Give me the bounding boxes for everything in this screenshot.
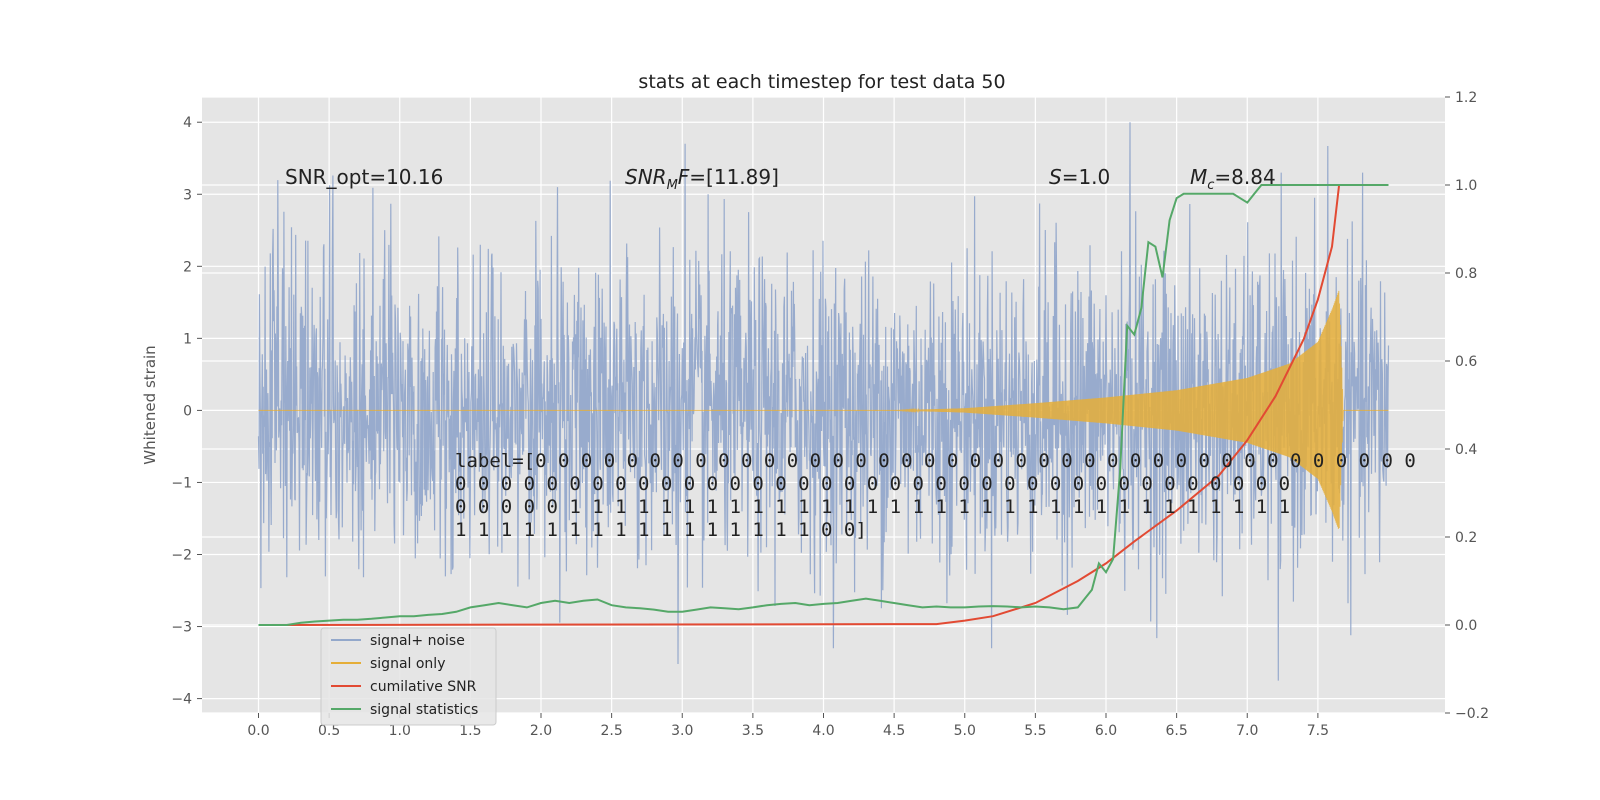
- x-tick-label: 7.5: [1307, 723, 1329, 739]
- y-tick-label: −4: [171, 692, 192, 708]
- y2-tick-label: −0.2: [1455, 706, 1489, 722]
- annotation-snr-mf: SNRMF=[11.89]: [625, 165, 779, 193]
- label-line-4: 1 1 1 1 1 1 1 1 1 1 1 1 1 1 1 1 0 0]: [455, 519, 867, 541]
- y2-tick-label: 0.8: [1455, 266, 1477, 282]
- annotation-snr-opt: SNR_opt=10.16: [285, 165, 443, 189]
- y2-tick-label: 0.0: [1455, 618, 1477, 634]
- y2-tick-label: 0.2: [1455, 530, 1477, 546]
- x-tick-label: 3.5: [742, 723, 764, 739]
- signal-only-line: [258, 290, 1389, 529]
- x-tick-label: 2.0: [530, 723, 552, 739]
- legend-box: [320, 627, 497, 726]
- y2-tick-label: 0.4: [1455, 442, 1477, 458]
- label-line-3: 0 0 0 0 0 1 1 1 1 1 1 1 1 1 1 1 1 1 1 1 …: [455, 496, 1290, 518]
- x-tick-label: 1.0: [389, 723, 411, 739]
- y-tick-label: −3: [171, 620, 192, 636]
- legend-label-cumulative-snr: cumilative SNR: [370, 679, 477, 695]
- annotation-chirp-mass: Mc=8.84: [1190, 165, 1276, 193]
- x-tick-label: 5.5: [1024, 723, 1046, 739]
- x-tick-label: 4.5: [883, 723, 905, 739]
- legend: signal+ noise signal only cumilative SNR…: [320, 627, 497, 726]
- signal-statistics-line: [258, 184, 1389, 626]
- y2-tick-label: 1.0: [1455, 178, 1477, 194]
- x-tick-label: 6.5: [1165, 723, 1187, 739]
- y-axis-label: Whitened strain: [141, 345, 159, 464]
- label-line-1: label=[0 0 0 0 0 0 0 0 0 0 0 0 0 0 0 0 0…: [455, 450, 1416, 472]
- y2-tick-label: 0.6: [1455, 354, 1477, 370]
- y2-tick-label: 1.2: [1455, 90, 1477, 106]
- label-line-2: 0 0 0 0 0 0 0 0 0 0 0 0 0 0 0 0 0 0 0 0 …: [455, 473, 1290, 495]
- y-tick-label: 2: [183, 259, 192, 275]
- series-signal-statistics: [258, 184, 1389, 626]
- x-tick-label: 2.5: [600, 723, 622, 739]
- y-tick-label: 4: [183, 115, 192, 131]
- legend-label-signal-statistics: signal statistics: [370, 702, 478, 718]
- axes: 0.0 0.5 1.0 1.5 2.0 2.5 3.0 3.5 4.0 4.5 5.0 5.5 6.0 6…: [171, 90, 1489, 739]
- cumulative-snr-line: [258, 184, 1389, 626]
- y-tick-label: −1: [171, 475, 192, 491]
- x-tick-label: 1.5: [459, 723, 481, 739]
- legend-label-signal-plus-noise: signal+ noise: [370, 633, 465, 649]
- y-tick-label: −2: [171, 547, 192, 563]
- y-tick-label: 0: [183, 403, 192, 419]
- annotation-s-stat: S=1.0: [1049, 165, 1110, 189]
- label-annotation: label=[0 0 0 0 0 0 0 0 0 0 0 0 0 0 0 0 0…: [455, 450, 1416, 541]
- chart-title: stats at each timestep for test data 50: [638, 71, 1005, 93]
- series-signal-only: [258, 290, 1389, 529]
- x-tick-label: 6.0: [1095, 723, 1117, 739]
- y-tick-label: 3: [183, 187, 192, 203]
- x-tick-label: 0.0: [247, 723, 269, 739]
- x-tick-label: 3.0: [671, 723, 693, 739]
- legend-label-signal-only: signal only: [370, 656, 445, 672]
- series-cumulative-snr: [258, 184, 1389, 626]
- x-tick-label: 0.5: [318, 723, 340, 739]
- y-tick-label: 1: [183, 331, 192, 347]
- x-tick-label: 5.0: [954, 723, 976, 739]
- x-tick-label: 7.0: [1236, 723, 1258, 739]
- x-tick-label: 4.0: [812, 723, 834, 739]
